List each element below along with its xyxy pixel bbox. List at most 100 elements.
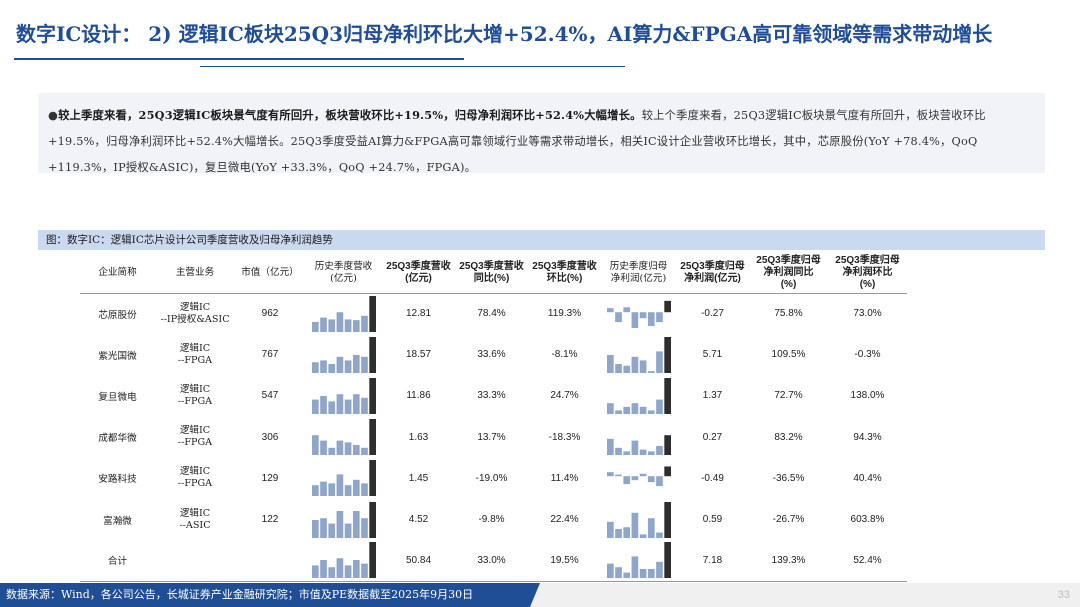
spark-bar bbox=[631, 403, 638, 414]
spark-bar bbox=[368, 460, 376, 497]
spark-bar bbox=[368, 295, 376, 332]
footer-bar: 数据来源：Wind，各公司公告，长城证券产业金融研究院；市值及PE数据截至202… bbox=[0, 583, 1080, 607]
company-table: 企业简称 主营业务 市值（亿元） 历史季度营收 (亿元) 25Q3季度营收 (亿元)… bbox=[80, 253, 907, 582]
title-underline bbox=[14, 58, 464, 60]
spark-bar bbox=[639, 360, 646, 373]
spark-bar bbox=[622, 526, 630, 538]
spark-bar bbox=[344, 565, 351, 579]
spark-bar bbox=[655, 476, 663, 487]
revenue-qoq: 24.7% bbox=[550, 390, 579, 402]
spark-bar bbox=[655, 446, 663, 456]
profit-yoy: 83.2% bbox=[774, 431, 803, 443]
business-category: 逻辑IC bbox=[179, 301, 211, 313]
business-category: 逻辑IC bbox=[179, 507, 211, 519]
spark-bar bbox=[336, 558, 343, 579]
revenue-history-cell bbox=[305, 375, 382, 416]
spark-bar bbox=[631, 476, 638, 481]
profit-sparkline bbox=[606, 542, 671, 579]
revenue-value: 4.52 bbox=[408, 514, 429, 526]
spark-bar bbox=[606, 438, 614, 456]
spark-bar bbox=[352, 560, 360, 579]
spark-bar bbox=[327, 363, 335, 373]
spark-bar bbox=[327, 401, 335, 414]
spark-bar bbox=[655, 399, 663, 414]
profit-value: 7.18 bbox=[676, 540, 749, 582]
spark-bar bbox=[606, 403, 614, 414]
profit-value: 0.27 bbox=[702, 431, 723, 443]
spark-bar bbox=[663, 466, 671, 477]
profit-qoq: 73.0% bbox=[853, 308, 882, 320]
revenue-sparkline bbox=[311, 336, 376, 373]
spark-bar bbox=[614, 567, 622, 579]
header-revenue-history: 历史季度营收 (亿元) bbox=[305, 253, 382, 294]
spark-bar bbox=[368, 501, 376, 538]
profit-yoy: -26.7% bbox=[772, 514, 805, 526]
summary-body: 较上个季度来看，25Q3逻辑IC板块景气度有所回升，板块营收环比+19.5%，归… bbox=[48, 109, 986, 174]
spark-bar bbox=[606, 354, 614, 373]
market-cap: 129 bbox=[261, 472, 279, 484]
spark-bar bbox=[663, 501, 671, 538]
revenue-history-cell bbox=[305, 499, 382, 540]
profit-sparkline bbox=[606, 501, 671, 538]
spark-bar bbox=[344, 360, 351, 373]
spark-bar bbox=[344, 399, 351, 414]
table-row: 富瀚微 逻辑IC --ASIC 122 4.52 -9.8% 22.4% 0.59 -26.7%… bbox=[80, 499, 907, 540]
spark-bar bbox=[631, 512, 638, 538]
spark-bar bbox=[655, 532, 663, 538]
profit-value: -0.49 bbox=[701, 472, 724, 484]
business-detail: --IP授权&ASIC bbox=[160, 313, 230, 325]
revenue-history-cell bbox=[305, 417, 382, 458]
profit-sparkline bbox=[606, 435, 671, 456]
spark-bar bbox=[647, 410, 655, 414]
revenue-value: 1.45 bbox=[408, 472, 429, 484]
summary-lead: 较上季度来看，25Q3逻辑IC板块景气度有所回升，板块营收环比+19.5%，归母… bbox=[58, 108, 642, 122]
revenue-qoq: -18.3% bbox=[548, 431, 581, 443]
spark-bar bbox=[631, 440, 638, 456]
spark-bar bbox=[352, 319, 360, 332]
spark-bar bbox=[319, 440, 327, 456]
spark-bar bbox=[647, 569, 655, 579]
header-profit: 25Q3季度归母 净利润(亿元) bbox=[676, 253, 749, 294]
revenue-sparkline bbox=[311, 295, 376, 332]
header-profit-yoy: 25Q3季度归母 净利润同比 (%) bbox=[749, 253, 828, 294]
spark-bar bbox=[336, 394, 343, 414]
revenue-sparkline bbox=[311, 419, 376, 456]
market-cap: 122 bbox=[261, 514, 279, 526]
profit-history-cell bbox=[601, 458, 676, 499]
spark-bar bbox=[327, 319, 335, 332]
spark-bar bbox=[606, 307, 614, 313]
company-name: 复旦微电 bbox=[98, 391, 137, 403]
spark-bar bbox=[639, 533, 646, 538]
profit-qoq: 40.4% bbox=[853, 472, 882, 484]
spark-bar bbox=[344, 485, 351, 497]
company-name: 安路科技 bbox=[98, 474, 137, 486]
spark-bar bbox=[368, 377, 376, 414]
revenue-yoy: -19.0% bbox=[475, 472, 508, 484]
revenue-yoy: 78.4% bbox=[477, 308, 506, 320]
profit-qoq: 138.0% bbox=[850, 390, 885, 402]
profit-sparkline bbox=[606, 466, 671, 487]
profit-qoq: 603.8% bbox=[850, 514, 885, 526]
spark-bar bbox=[336, 356, 343, 373]
spark-bar bbox=[622, 476, 630, 485]
spark-bar bbox=[606, 564, 614, 579]
spark-bar bbox=[639, 569, 646, 579]
summary-box: ●较上季度来看，25Q3逻辑IC板块景气度有所回升，板块营收环比+19.5%，归… bbox=[38, 93, 1045, 174]
company-name: 成都华微 bbox=[98, 433, 137, 445]
profit-value: 1.37 bbox=[702, 390, 723, 402]
spark-bar bbox=[606, 472, 614, 477]
spark-bar bbox=[622, 406, 630, 414]
spark-bar bbox=[647, 312, 655, 326]
spark-bar bbox=[311, 399, 319, 414]
company-name: 富瀚微 bbox=[103, 515, 132, 527]
profit-history-cell bbox=[601, 540, 676, 582]
table-row: 合计 50.84 33.0% 19.5% 7.18 139.3% 52.4% bbox=[80, 540, 907, 582]
spark-bar bbox=[327, 447, 335, 456]
spark-bar bbox=[336, 440, 343, 456]
spark-bar bbox=[614, 447, 622, 456]
spark-bar bbox=[327, 523, 335, 538]
spark-bar bbox=[614, 410, 622, 414]
spark-bar bbox=[663, 300, 671, 313]
business-detail: --FPGA bbox=[177, 437, 213, 449]
business-detail: --FPGA bbox=[177, 478, 213, 490]
